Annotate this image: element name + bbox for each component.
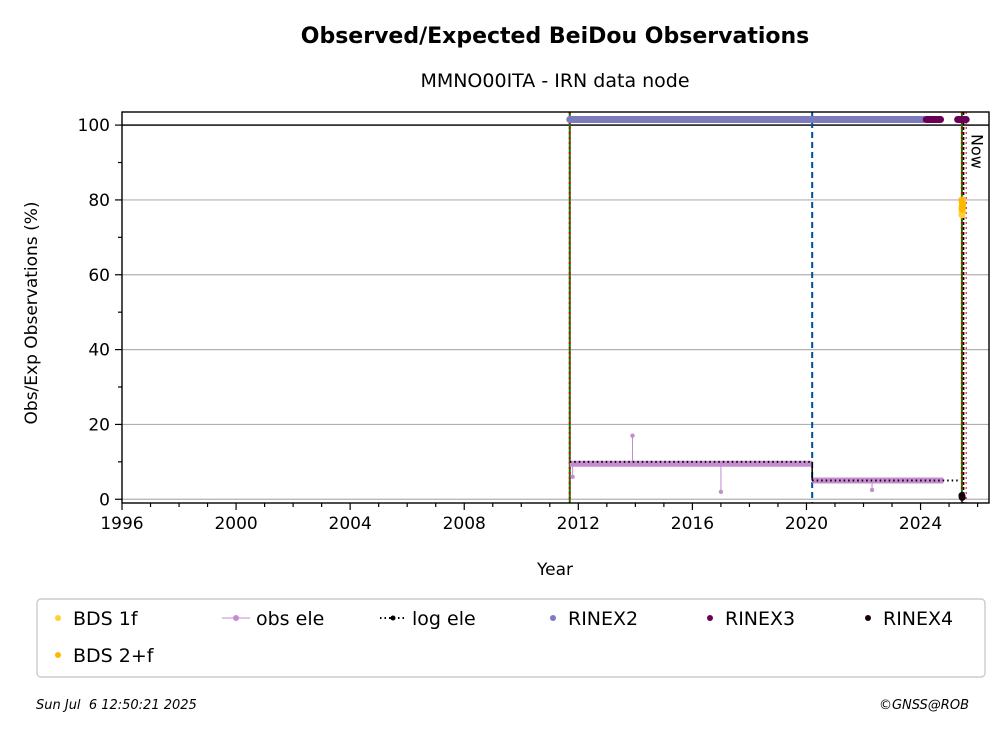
x-axis-label: Year [536,560,573,580]
y-tick-label: 0 [99,490,110,510]
legend-marker [233,615,239,621]
legend-label: BDS 1f [73,608,139,630]
legend-label: RINEX3 [725,608,795,630]
y-tick-label: 20 [88,415,110,435]
x-tick-label: 2000 [214,514,257,534]
chart-subtitle: MMNO00ITA - IRN data node [420,70,689,92]
legend-label: log ele [412,608,476,630]
legend-marker [390,615,396,621]
legend: BDS 1f obs ele log ele RINEX2 RINEX3 RINEX4 BD… [36,598,986,678]
legend-marker [55,615,61,621]
legend-label: obs ele [256,608,324,630]
y-tick-label: 60 [88,266,110,286]
legend-label: RINEX2 [568,608,638,630]
legend-item-bds-2-f: BDS 2+f [55,645,155,667]
x-tick-label: 2012 [557,514,600,534]
footer-copyright: ©GNSS@ROB [879,698,969,713]
legend-item-rinex4: RINEX4 [865,608,953,630]
x-tick-label: 2020 [785,514,828,534]
footer-timestamp: Sun Jul 6 12:50:21 2025 [36,698,197,713]
bds-1f-point-3 [958,211,966,219]
y-tick-label: 80 [88,191,110,211]
legend-marker [55,652,61,658]
x-tick-label: 1996 [100,514,143,534]
legend-item-obs-ele: obs ele [222,608,324,630]
obs-ele-point-0 [570,474,575,480]
legend-item-rinex3: RINEX3 [707,608,795,630]
y-tick-label: 100 [78,116,110,136]
legend-frame [36,598,986,678]
legend-item-log-ele: log ele [380,608,476,630]
legend-label: RINEX4 [883,608,953,630]
x-tick-label: 2016 [671,514,714,534]
rinex4-point-1 [958,493,966,501]
y-tick-label: 40 [88,341,110,361]
x-tick-label: 2004 [329,514,372,534]
legend-item-bds-1f: BDS 1f [55,608,139,630]
legend-marker [550,615,556,621]
plot-area: Now 1996 2000 2004 2008 2012 2016 2020 2024 0 20 40… [78,111,990,534]
y-axis-label: Obs/Exp Observations (%) [22,202,42,425]
legend-item-rinex2: RINEX2 [550,608,638,630]
legend-marker [865,615,871,621]
obs-ele-point-3 [869,487,875,493]
legend-label: BDS 2+f [73,645,155,667]
now-label: Now [968,134,987,169]
bds-2-f-point-3 [958,205,966,213]
obs-ele-point-2 [718,489,724,494]
legend-marker [707,615,713,621]
obs-ele-point-1 [630,433,635,438]
chart-title: Observed/Expected BeiDou Observations [301,24,810,49]
plot-frame [121,111,990,504]
x-tick-label: 2008 [443,514,486,534]
x-tick-label: 2024 [899,514,942,534]
